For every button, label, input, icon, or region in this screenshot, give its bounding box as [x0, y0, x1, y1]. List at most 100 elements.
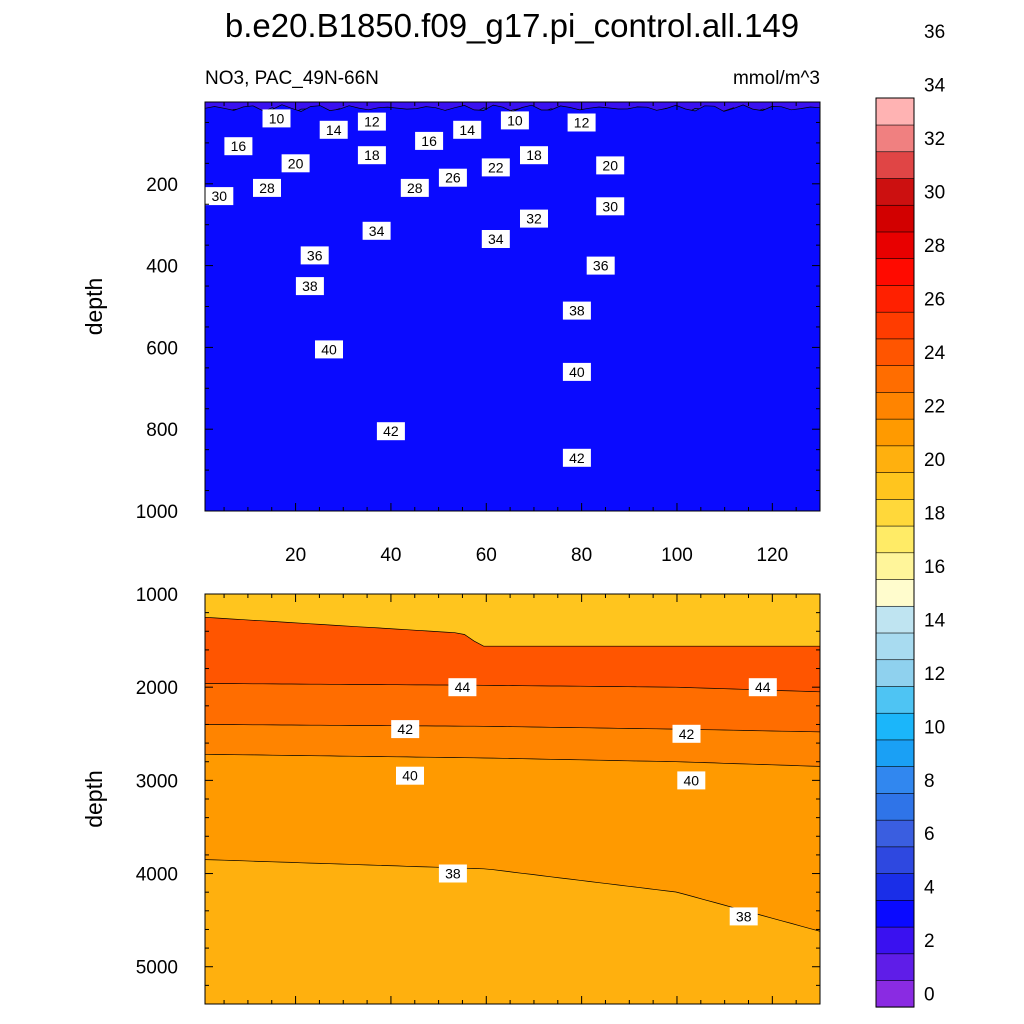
contour-label-bg [396, 766, 424, 785]
contour-label-bg [391, 720, 420, 739]
contour-label: 38 [302, 278, 318, 294]
contour-label: 32 [526, 211, 542, 227]
contour-label-bg [562, 301, 591, 320]
colorbar-swatch [875, 445, 915, 473]
contour-label: 42 [679, 726, 695, 742]
contour-label-bg [295, 277, 324, 296]
colorbar-swatch [875, 498, 915, 527]
contour-label: 30 [602, 198, 618, 214]
colorbar-label: 14 [924, 610, 946, 631]
contour-label-bg [562, 362, 591, 381]
contour-label-bg [500, 111, 529, 130]
contour-label: 36 [307, 247, 323, 263]
contour-label: 42 [383, 423, 399, 439]
colorbar-swatch [875, 365, 915, 393]
contour-label: 44 [755, 679, 771, 695]
chart-title: b.e20.B1850.f09_g17.pi_control.all.149 [225, 7, 799, 44]
contour-label-bg [357, 112, 386, 131]
contour-label: 40 [684, 772, 700, 788]
upper-panel: 10 14 12 16 20 18 16 14 10 12 26 22 18 20 30 28 28 34 32 30… [81, 101, 821, 566]
colorbar-swatch [875, 926, 915, 955]
contour-label-bg [481, 158, 510, 177]
x-tick-label: 20 [285, 545, 306, 566]
contour-label-bg [205, 187, 234, 206]
colorbar-swatch [875, 258, 915, 286]
contour-line-42 [205, 724, 820, 733]
y-axis-label: depth [81, 278, 107, 336]
contour-label-bg [253, 178, 281, 197]
contour-label-bg [562, 448, 591, 467]
contour-label: 10 [507, 112, 523, 128]
contour-label-bg [672, 724, 701, 743]
colorbar-swatch [875, 418, 915, 447]
contour-label-bg [357, 146, 386, 165]
x-tick-label: 80 [571, 545, 592, 566]
lower-panel: 44 44 42 42 40 40 38 38 1000 2000 3000 4000 5000 dept… [81, 585, 821, 1005]
contour-label: 40 [402, 768, 418, 784]
contour-label-bg [362, 221, 391, 240]
colorbar-swatch [875, 899, 915, 928]
colorbar-swatch [875, 979, 915, 1008]
contour-label-bg [448, 678, 477, 697]
colorbar-swatch [875, 311, 915, 340]
x-tick-label: 120 [756, 545, 788, 566]
contour-label: 14 [459, 122, 475, 138]
y-tick-label: 600 [146, 338, 178, 359]
contour-label: 18 [526, 147, 542, 163]
contour-label: 42 [569, 450, 585, 466]
contour-label: 30 [212, 188, 228, 204]
contour-label: 18 [364, 147, 380, 163]
y-tick-label: 200 [146, 175, 178, 196]
colorbar-swatch [875, 819, 915, 848]
contour-label-bg [453, 120, 482, 139]
contour-label-bg [438, 864, 467, 883]
colorbar-swatch [875, 338, 915, 366]
colorbar-swatch [875, 284, 915, 313]
colorbar-label: 8 [924, 771, 935, 792]
y-tick-label: 5000 [136, 958, 178, 979]
colorbar-label: 32 [924, 129, 945, 150]
colorbar-label: 18 [924, 503, 945, 524]
contour-line-46 [205, 616, 820, 647]
contour-label-bg [315, 340, 343, 359]
colorbar-swatch [875, 471, 915, 500]
y-tick-label: 400 [146, 257, 178, 278]
contour-label-bg [520, 146, 548, 165]
contour-band-38 [205, 859, 820, 1004]
colorbar-label: 16 [924, 557, 945, 578]
colorbar-label: 24 [924, 343, 946, 364]
contour-label-bg [262, 109, 291, 128]
colorbar-swatch [875, 873, 915, 901]
colorbar-label: 36 [924, 22, 945, 43]
contour-label: 28 [259, 180, 275, 196]
x-tick-label: 60 [476, 545, 497, 566]
colorbar-swatch [875, 97, 915, 126]
colorbar-label: 34 [924, 76, 946, 97]
contour-label-bg [319, 120, 348, 139]
contour-label-bg [481, 230, 510, 248]
colorbar-label: 30 [924, 183, 945, 204]
x-tick-label: 40 [380, 545, 401, 566]
contour-line-44 [205, 683, 820, 693]
contour-line-40 [205, 753, 820, 767]
contour-label-bg [376, 422, 405, 441]
contour-label-bg [677, 771, 706, 790]
contour-label: 16 [231, 138, 247, 154]
subtitle-left: NO3, PAC_49N-66N [205, 68, 379, 89]
colorbar: 0246810121416182022242628303234363840424… [875, 22, 946, 1008]
contour-label: 16 [421, 133, 437, 149]
colorbar-label: 22 [924, 397, 945, 418]
contour-label: 44 [455, 679, 471, 695]
colorbar-swatch [875, 124, 915, 153]
contour-label-bg [224, 137, 253, 156]
y-tick-label: 1000 [136, 585, 178, 606]
y-tick-label: 4000 [136, 865, 178, 886]
contour-label: 22 [488, 159, 504, 175]
colorbar-swatch [875, 632, 915, 661]
contour-label: 26 [445, 170, 461, 186]
contour-label-bg [520, 209, 548, 228]
contour-label: 34 [369, 223, 385, 239]
colorbar-swatch [875, 766, 915, 794]
contour-label: 12 [574, 115, 590, 131]
colorbar-swatch [875, 578, 915, 607]
